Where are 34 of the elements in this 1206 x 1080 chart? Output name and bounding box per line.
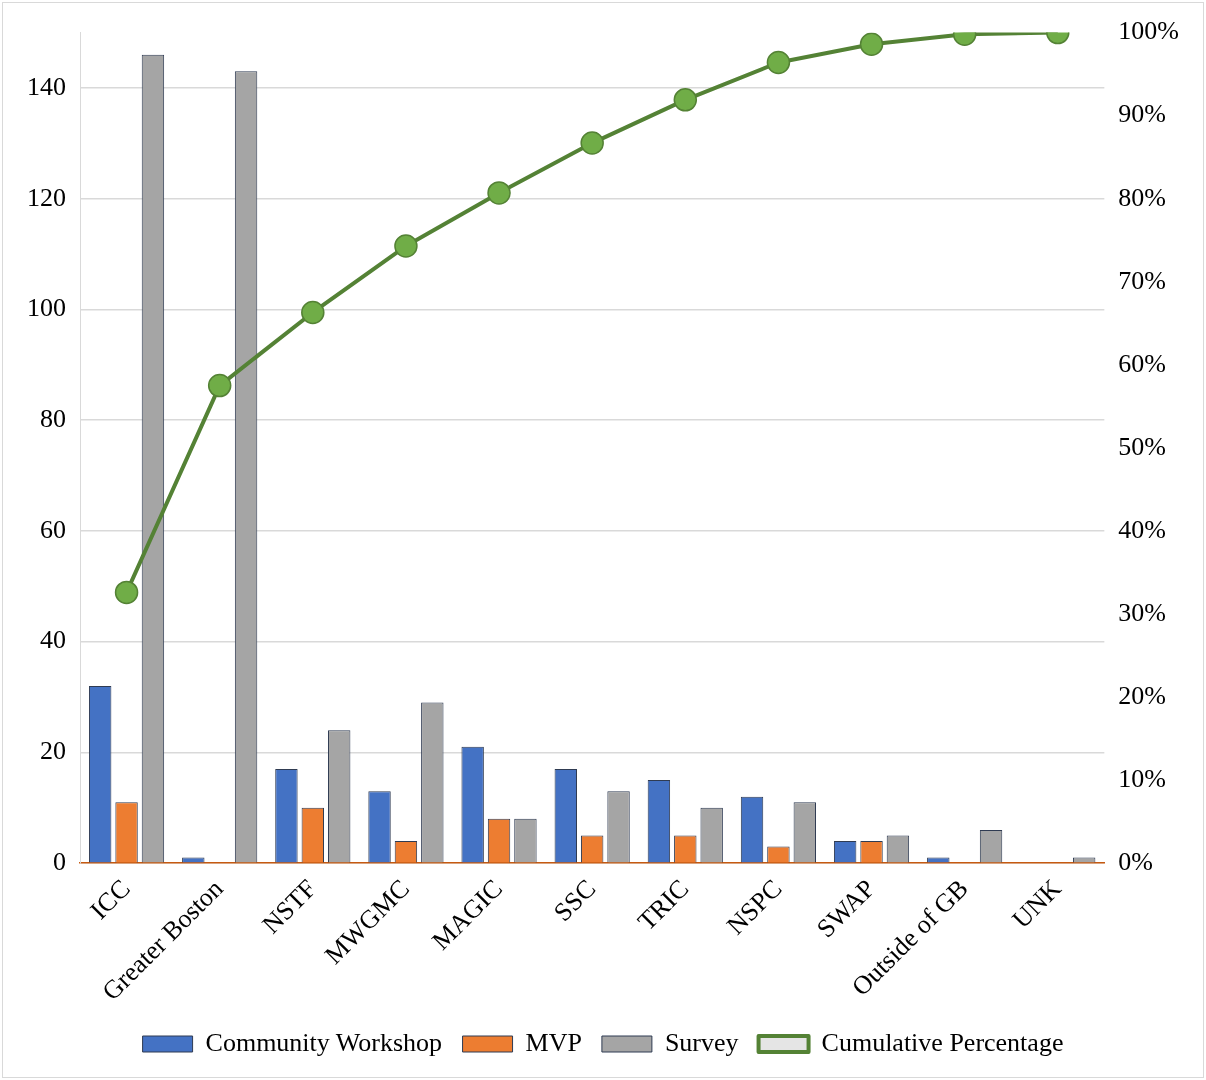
y2-tick-label: 40% (1118, 514, 1167, 544)
legend-label: Survey (664, 1027, 739, 1057)
y2-tick-label: 20% (1118, 680, 1167, 710)
y-tick-label: 20 (40, 736, 66, 766)
y2-tick-label: 70% (1118, 265, 1167, 295)
y-tick-label: 100 (27, 293, 66, 323)
y2-tick-label: 50% (1118, 431, 1167, 461)
y2-tick-label: 0% (1118, 846, 1154, 876)
y-tick-label: 120 (27, 182, 66, 212)
point (114, 580, 139, 605)
y-tick-label: 140 (27, 71, 66, 101)
point (487, 181, 511, 205)
y2-tick-label: 100% (1118, 16, 1180, 46)
point (766, 50, 791, 75)
point (580, 131, 604, 155)
legend-label: MVP (525, 1027, 582, 1057)
y-tick-label: 40 (40, 625, 66, 655)
legend-label: Community Workshop (205, 1027, 443, 1057)
y2-tick-label: 60% (1118, 348, 1167, 378)
point (301, 300, 325, 325)
y-tick-label: 0 (53, 846, 66, 876)
point (859, 32, 884, 56)
point (394, 234, 418, 258)
y2-tick-label: 10% (1118, 763, 1167, 793)
y-tick-label: 80 (40, 404, 66, 434)
x-tick-label: SSC (548, 873, 602, 927)
x-tick-label: ICC (84, 873, 136, 925)
y-tick-label: 60 (40, 514, 66, 544)
point (673, 88, 698, 112)
y2-tick-label: 80% (1118, 182, 1167, 212)
legend-label: Cumulative Percentage (821, 1027, 1064, 1057)
y2-tick-label: 30% (1118, 597, 1167, 627)
point (207, 373, 232, 398)
y2-tick-label: 90% (1118, 99, 1167, 129)
